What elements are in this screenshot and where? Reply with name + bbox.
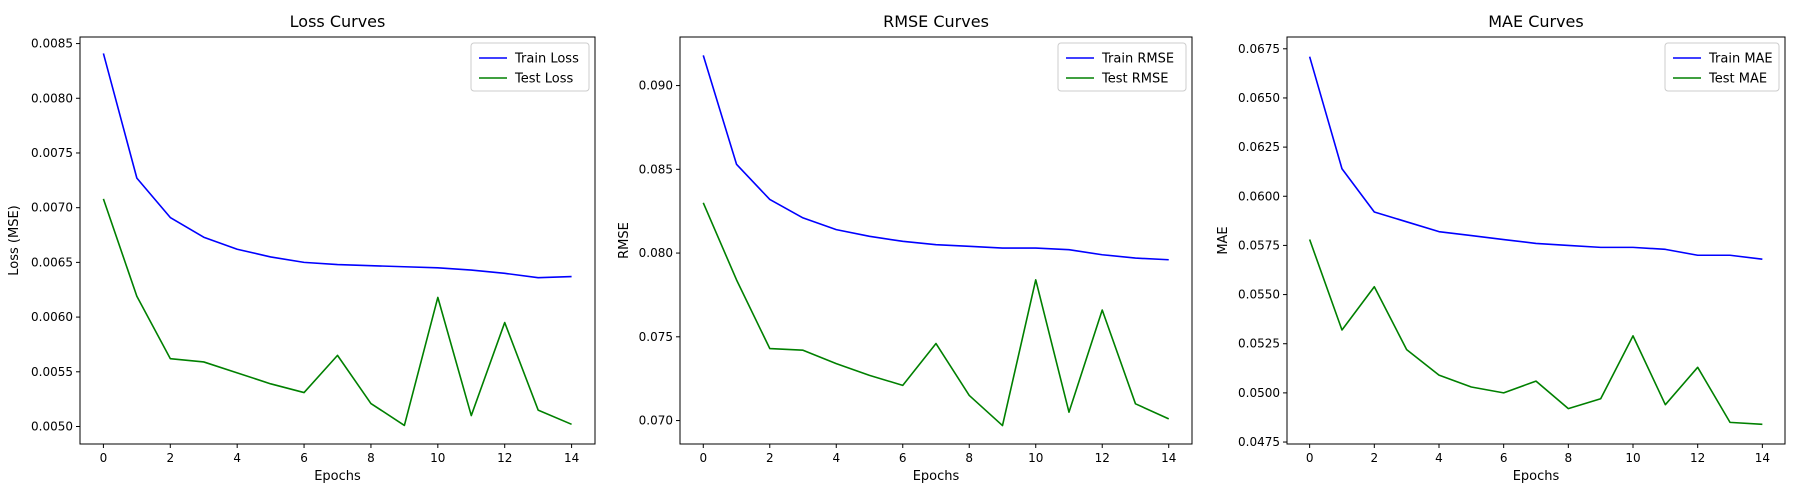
chart-title: Loss Curves [290, 12, 386, 31]
y-tick-label: 0.0650 [1238, 91, 1280, 105]
y-tick-label: 0.075 [639, 330, 673, 344]
legend-entry: Test MAE [1708, 72, 1767, 87]
chart-panel-loss: Loss Curves 0 2 4 6 8 10 12 14 0.0050 0.0055 0.0060… [7, 12, 596, 484]
y-tick-label: 0.0055 [31, 365, 73, 379]
legend-entry: Test RMSE [1101, 72, 1168, 87]
legend-box [1057, 42, 1187, 92]
x-tick-label: 4 [233, 451, 241, 465]
y-tick-label: 0.0600 [1238, 189, 1280, 203]
chart-panel-rmse: RMSE Curves 0 2 4 6 8 10 12 14 0.070 0.075 0.080 0.0… [617, 12, 1193, 484]
y-tick-label: 0.0500 [1238, 386, 1280, 400]
legend-entry: Train RMSE [1101, 52, 1174, 67]
chart-title: RMSE Curves [883, 12, 989, 31]
x-axis-label: Epochs [314, 469, 361, 484]
x-axis-label: Epochs [913, 469, 960, 484]
y-tick-label: 0.070 [639, 414, 673, 428]
y-tick-label: 0.0475 [1238, 435, 1280, 449]
x-tick-label: 0 [100, 451, 108, 465]
x-tick-label: 10 [1028, 451, 1043, 465]
x-tick-label: 8 [1565, 451, 1573, 465]
x-tick-label: 2 [1370, 451, 1378, 465]
y-tick-label: 0.0525 [1238, 337, 1280, 351]
x-tick-label: 12 [1690, 451, 1705, 465]
series-line-test-mae [1308, 239, 1763, 426]
chart-panel-mae: MAE Curves 0 2 4 6 8 10 12 14 0.0475 0.0500 0.0525 0… [1216, 12, 1786, 484]
axes-frame [79, 36, 596, 445]
y-tick-label: 0.0085 [31, 37, 73, 51]
y-tick-label: 0.0550 [1238, 288, 1280, 302]
x-tick-label: 14 [1161, 451, 1176, 465]
y-tick-label: 0.0060 [31, 310, 73, 324]
y-tick-label: 0.090 [639, 79, 673, 93]
x-tick-label: 14 [564, 451, 579, 465]
y-tick-label: 0.0080 [31, 91, 73, 105]
y-tick-label: 0.0675 [1238, 42, 1280, 56]
x-axis-label: Epochs [1513, 469, 1560, 484]
y-axis-label: MAE [1216, 226, 1231, 254]
legend-entry: Test Loss [514, 72, 573, 87]
legend: Train RMSE Test RMSE [1057, 42, 1187, 92]
x-tick-label: 2 [166, 451, 174, 465]
y-axis-label: RMSE [617, 222, 632, 259]
legend: Train MAE Test MAE [1664, 42, 1780, 92]
x-tick-label: 8 [965, 451, 973, 465]
y-tick-label: 0.0070 [31, 201, 73, 215]
x-tick-label: 12 [1095, 451, 1110, 465]
x-tick-label: 6 [899, 451, 907, 465]
y-tick-label: 0.0050 [31, 419, 73, 433]
x-tick-label: 6 [1500, 451, 1508, 465]
series-line-test-rmse [702, 202, 1170, 427]
legend-entry: Train MAE [1708, 52, 1773, 67]
axes-frame [1286, 36, 1786, 445]
x-tick-label: 14 [1755, 451, 1770, 465]
y-tick-label: 0.0575 [1238, 238, 1280, 252]
series-lines [702, 55, 1170, 427]
y-tick-label: 0.085 [639, 162, 673, 176]
legend-entry: Train Loss [514, 52, 579, 67]
legend: Train Loss Test Loss [470, 42, 590, 92]
y-tick-label: 0.0625 [1238, 140, 1280, 154]
series-line-train-loss [102, 53, 572, 279]
x-tick-label: 10 [430, 451, 445, 465]
axes-frame [679, 36, 1193, 445]
x-tick-label: 0 [699, 451, 707, 465]
chart-title: MAE Curves [1488, 12, 1583, 31]
legend-box [1664, 42, 1780, 92]
legend-box [470, 42, 590, 92]
series-lines [1308, 56, 1763, 426]
series-line-train-mae [1308, 56, 1763, 260]
x-tick-label: 12 [497, 451, 512, 465]
x-tick-label: 6 [300, 451, 308, 465]
x-tick-label: 10 [1625, 451, 1640, 465]
y-axis-label: Loss (MSE) [7, 205, 22, 275]
x-tick-label: 4 [1435, 451, 1443, 465]
series-line-test-loss [102, 198, 572, 427]
y-tick-label: 0.0075 [31, 146, 73, 160]
series-lines [102, 53, 572, 427]
x-tick-label: 4 [832, 451, 840, 465]
y-tick-label: 0.0065 [31, 255, 73, 269]
x-tick-label: 0 [1306, 451, 1314, 465]
x-tick-label: 8 [367, 451, 375, 465]
x-tick-label: 2 [766, 451, 774, 465]
series-line-train-rmse [702, 55, 1169, 261]
y-tick-label: 0.080 [639, 246, 673, 260]
